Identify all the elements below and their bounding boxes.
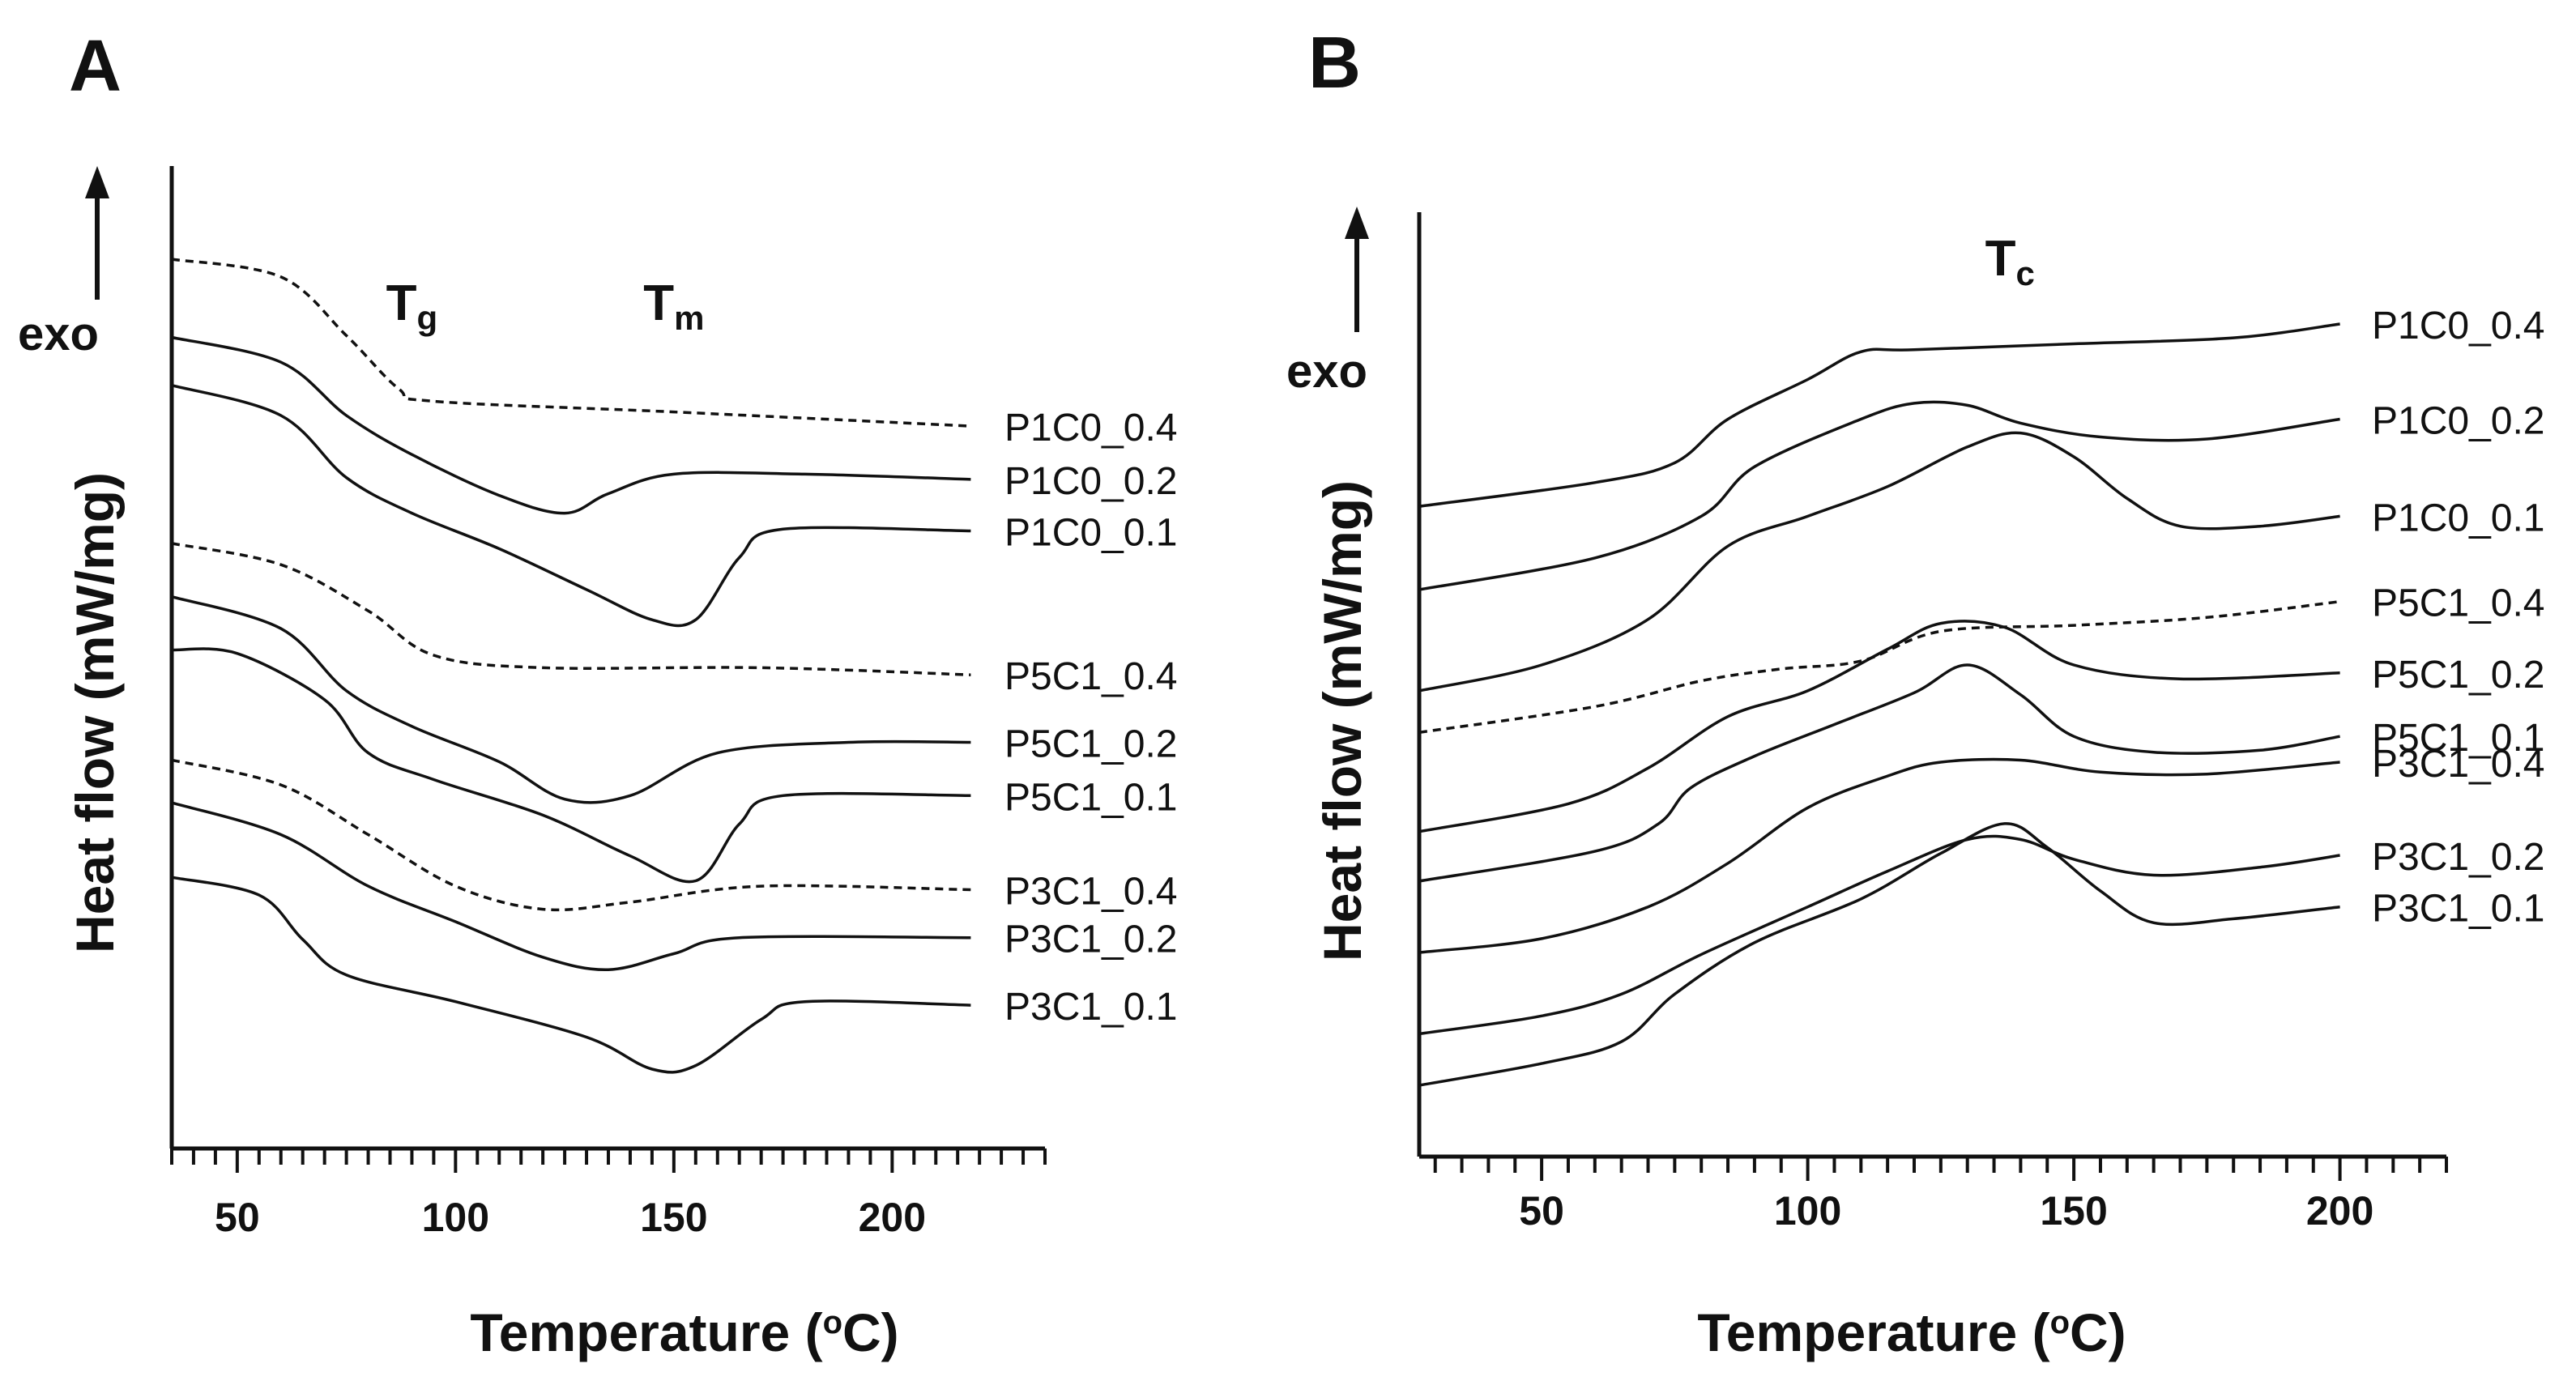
series-label: P3C1_0.4 [1004, 871, 1178, 914]
x-axis-title-b: Temperature (oC) [1697, 1302, 2126, 1362]
series-line-p5c1-0-1 [1418, 663, 2340, 883]
series-label: P1C0_0.1 [2372, 496, 2545, 539]
panel-b: B exo Heat flow (mW/mg) Temperature (oC)… [1286, 23, 2545, 1362]
series-label: P1C0_0.2 [2372, 400, 2545, 443]
exo-arrowhead-icon [1345, 207, 1369, 239]
series-line-p3c1-0-2 [1418, 834, 2340, 1036]
curves-b [1418, 322, 2340, 1087]
series-label: P3C1_0.1 [1004, 986, 1178, 1029]
series-labels-a: P1C0_0.4 P1C0_0.2 P1C0_0.1 P5C1_0.4 P5C1_0.2… [1004, 407, 1178, 1029]
exo-indicator-b: exo [1286, 207, 1369, 398]
series-label: P3C1_0.1 [2372, 888, 2545, 931]
x-tick-label: 100 [422, 1195, 489, 1240]
x-axis-title-a: Temperature (oC) [470, 1302, 898, 1362]
x-tick-label: 150 [640, 1195, 707, 1240]
annotation-tc: Tc [1985, 231, 2035, 292]
series-label: P1C0_0.1 [1004, 512, 1178, 555]
series-label: P1C0_0.2 [1004, 460, 1178, 503]
series-line-p5c1-0-4 [171, 542, 971, 676]
series-line-p1c0-0-1 [171, 384, 971, 628]
series-line-p5c1-0-2 [171, 595, 971, 804]
series-line-p1c0-0-4 [1418, 322, 2340, 508]
x-tick-label: 200 [859, 1195, 926, 1240]
series-label: P5C1_0.4 [2372, 582, 2545, 625]
series-line-p3c1-0-4 [171, 758, 971, 912]
x-axis-title-b-main: Temperature ( [1697, 1302, 2049, 1362]
series-line-p3c1-0-1 [171, 876, 971, 1074]
series-label: P5C1_0.2 [1004, 722, 1178, 765]
x-tick-label: 200 [2306, 1188, 2373, 1234]
axes-a: 50 100 150 200 [169, 166, 1047, 1240]
exo-indicator-a: exo [18, 166, 109, 360]
series-line-p1c0-0-4 [171, 258, 971, 428]
series-label: P5C1_0.1 [2372, 717, 2545, 760]
annotations-a: Tg Tm [386, 275, 705, 337]
series-line-p1c0-0-2 [1418, 400, 2340, 591]
series-label: P5C1_0.2 [2372, 654, 2545, 697]
panel-a: A exo Heat flow (mW/mg) Temperature (oC)… [18, 26, 1178, 1362]
series-line-p5c1-0-2 [1418, 620, 2340, 833]
annotations-b: Tc [1985, 231, 2035, 292]
panel-a-letter: A [69, 26, 122, 107]
series-label: P1C0_0.4 [2372, 305, 2545, 347]
series-line-p1c0-0-1 [1418, 431, 2340, 692]
annotation-tm: Tm [643, 275, 704, 337]
curves-a [171, 258, 971, 1074]
x-axis-title-a-end: C) [842, 1302, 899, 1362]
series-label: P3C1_0.4 [2372, 743, 2545, 786]
series-label: P5C1_0.1 [1004, 776, 1178, 819]
x-tick-label: 50 [215, 1195, 260, 1240]
series-labels-b: P1C0_0.4 P1C0_0.2 P1C0_0.1 P5C1_0.4 P5C1_0.2… [2372, 305, 2545, 931]
series-line-p3c1-0-1 [1418, 822, 2340, 1087]
x-axis-title-b-degree: o [2050, 1305, 2070, 1340]
y-axis-title-a: Heat flow (mW/mg) [65, 472, 125, 953]
annotation-tg: Tg [386, 275, 438, 337]
series-label: P1C0_0.4 [1004, 407, 1178, 450]
series-line-p5c1-0-4 [1418, 599, 2340, 735]
series-label: P3C1_0.2 [2372, 836, 2545, 879]
series-label: P5C1_0.4 [1004, 655, 1178, 698]
exo-label-a: exo [18, 308, 99, 360]
series-line-p1c0-0-2 [171, 335, 971, 515]
exo-arrowhead-icon [85, 166, 109, 198]
series-label: P3C1_0.2 [1004, 918, 1178, 961]
exo-label-b: exo [1286, 345, 1367, 398]
x-tick-label: 150 [2040, 1188, 2107, 1234]
y-axis-title-b: Heat flow (mW/mg) [1312, 480, 1372, 961]
x-axis-title-a-main: Temperature ( [470, 1302, 822, 1362]
x-tick-label: 100 [1774, 1188, 1841, 1234]
series-line-p3c1-0-2 [171, 801, 971, 971]
x-axis-title-a-degree: o [823, 1305, 842, 1340]
series-line-p3c1-0-4 [1418, 757, 2340, 954]
series-line-p5c1-0-1 [171, 647, 971, 884]
axes-b: 50 100 150 200 [1417, 212, 2448, 1234]
x-axis-title-b-end: C) [2070, 1302, 2126, 1362]
x-tick-label: 50 [1519, 1188, 1564, 1234]
panel-b-letter: B [1308, 23, 1361, 104]
